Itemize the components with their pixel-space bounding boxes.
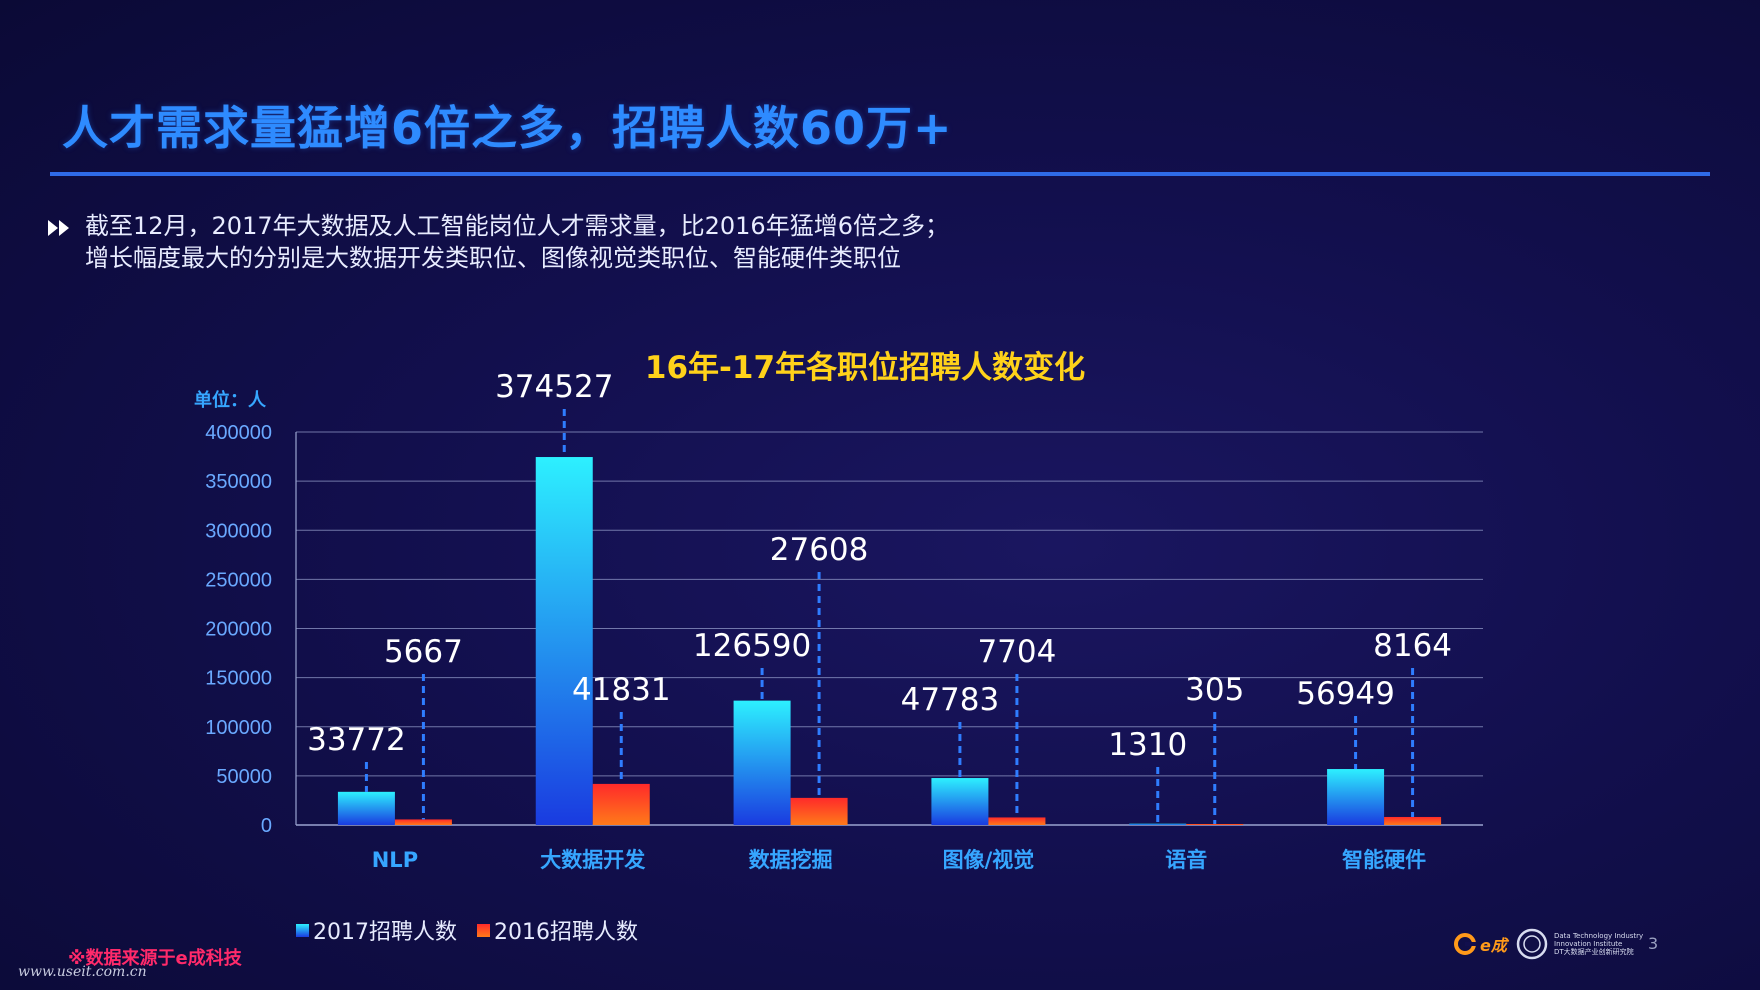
data-label-2017: 126590 (693, 628, 811, 664)
category-label: 语音 (1165, 848, 1207, 872)
y-tick-label: 250000 (205, 569, 272, 591)
data-label-2017: 374527 (495, 369, 613, 405)
bar-2017 (337, 791, 395, 825)
y-tick-label: 200000 (205, 619, 272, 641)
bar-2017 (733, 700, 791, 825)
y-tick-label: 150000 (205, 668, 272, 690)
watermark: www.useit.com.cn (18, 964, 147, 980)
e-cheng-logo-icon (1454, 933, 1476, 955)
y-tick-label: 100000 (205, 717, 272, 739)
dti-line-1: Data Technology Industry (1554, 932, 1644, 940)
double-arrow-icon (48, 220, 69, 236)
legend-item-2017: 2017招聘人数 (296, 914, 457, 946)
bar-2017 (535, 457, 593, 825)
dti-logo-text: Data Technology Industry Innovation Inst… (1554, 932, 1643, 956)
legend-swatch-2017 (296, 923, 309, 937)
title-divider (50, 172, 1710, 176)
data-source-note: ※数据来源于e成科技 (68, 948, 242, 969)
data-label-2017: 56949 (1296, 676, 1395, 712)
bar-2016 (1384, 816, 1442, 825)
legend-item-2016: 2016招聘人数 (477, 914, 638, 946)
bar-2017 (931, 778, 989, 825)
bar-2016 (394, 819, 452, 825)
unit-label: 单位：人 (194, 390, 266, 411)
legend-swatch-2016 (477, 923, 490, 937)
category-label: NLP (372, 848, 418, 872)
e-cheng-logo-text: e成 (1480, 936, 1507, 955)
bar-2017 (1327, 769, 1385, 825)
y-tick-label: 50000 (216, 766, 272, 788)
data-label-2017: 47783 (901, 682, 1000, 718)
description-line-1: 截至12月，2017年大数据及人工智能岗位人才需求量，比2016年猛增6倍之多； (85, 212, 949, 240)
bar-2016 (790, 797, 848, 825)
category-label: 大数据开发 (540, 848, 646, 872)
legend-label-2017: 2017招聘人数 (313, 920, 457, 945)
y-tick-label: 350000 (205, 471, 272, 493)
data-label-2016: 8164 (1373, 628, 1452, 664)
description-line-2: 增长幅度最大的分别是大数据开发类职位、图像视觉类职位、智能硬件类职位 (85, 244, 901, 272)
bar-2016 (592, 783, 650, 825)
data-label-2017: 1310 (1108, 727, 1187, 763)
chart-title: 16年-17年各职位招聘人数变化 (644, 350, 1086, 386)
dti-line-3: DT大数据产业创新研究院 (1554, 948, 1634, 956)
data-label-2017: 33772 (307, 722, 406, 758)
description: 截至12月，2017年大数据及人工智能岗位人才需求量，比2016年猛增6倍之多；… (85, 210, 949, 274)
data-label-2016: 7704 (977, 634, 1056, 670)
e-cheng-logo: e成 (1454, 932, 1507, 956)
dti-logo-icon (1516, 928, 1548, 960)
data-label-2016: 27608 (770, 532, 869, 568)
dti-logo: Data Technology Industry Innovation Inst… (1516, 928, 1643, 960)
page-number: 3 (1648, 934, 1659, 953)
data-label-2016: 41831 (572, 672, 671, 708)
page-title: 人才需求量猛增6倍之多，招聘人数60万+ (62, 101, 953, 155)
data-label-2016: 305 (1185, 672, 1244, 708)
dti-line-2: Innovation Institute (1554, 940, 1623, 948)
bar-2017 (1129, 823, 1187, 825)
y-tick-label: 400000 (205, 422, 272, 444)
y-tick-label: 0 (261, 815, 272, 837)
legend-label-2016: 2016招聘人数 (494, 920, 638, 945)
data-label-2016: 5667 (384, 634, 463, 670)
bar-2016 (1186, 824, 1244, 825)
y-tick-label: 300000 (205, 520, 272, 542)
category-label: 智能硬件 (1342, 848, 1426, 872)
category-label: 数据挖掘 (749, 848, 833, 872)
bar-2016 (988, 817, 1046, 825)
category-label: 图像/视觉 (943, 848, 1035, 872)
chart-legend: 2017招聘人数 2016招聘人数 (296, 914, 638, 946)
